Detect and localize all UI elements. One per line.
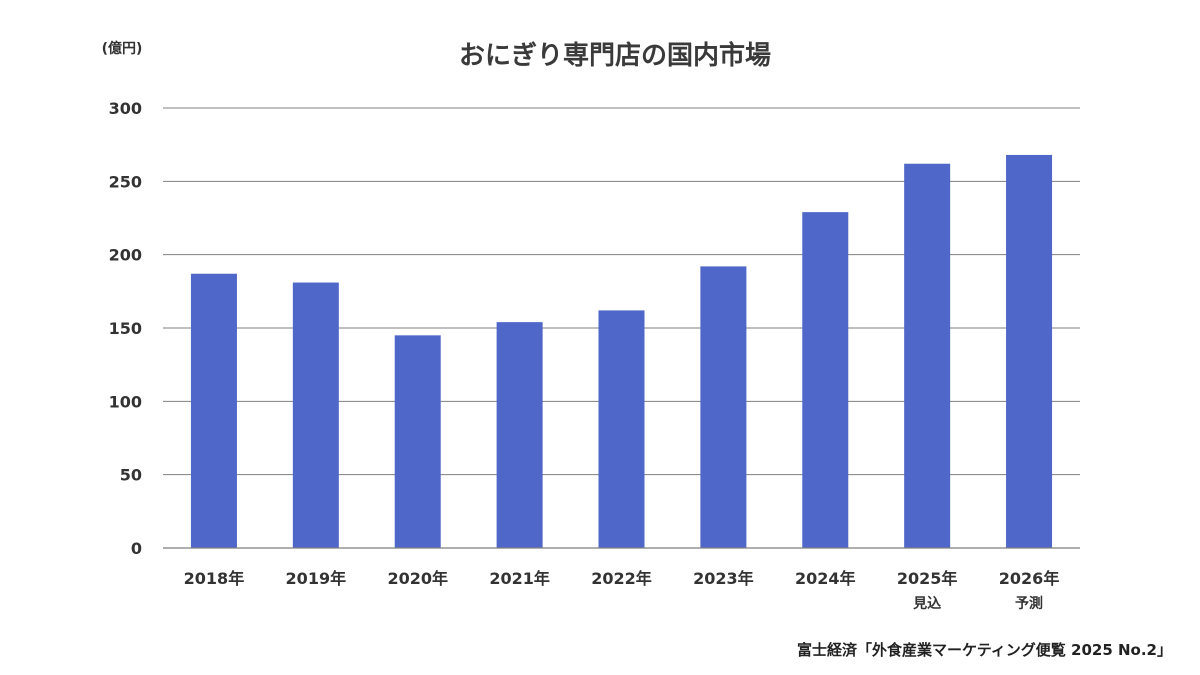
bar-2024年 [802,212,849,548]
x-tick-label: 2019年 [286,569,347,588]
x-tick-label: 2026年 [999,569,1060,588]
y-tick-labels: 0 50 100 150 200 250 300 [109,99,142,558]
y-tick-label: 100 [109,392,142,411]
y-tick-label: 200 [109,246,142,265]
bar-2023年 [700,266,747,548]
y-unit-label: (億円) [102,40,143,57]
x-tick-labels: 2018年 2019年 2020年 2021年 2022年 2023年 2024年 2025年… [184,569,1060,612]
x-tick-label: 2023年 [693,569,754,588]
bar-2026年 [1006,154,1053,548]
bar-2022年 [598,310,645,548]
x-tick-label: 2018年 [184,569,245,588]
x-tick-label: 2022年 [591,569,652,588]
source-note: 富士経済「外食産業マーケティング便覧 2025 No.2」 [797,641,1172,659]
y-tick-label: 150 [109,319,142,338]
bar-2020年 [394,335,441,548]
y-tick-label: 50 [120,466,142,485]
y-tick-label: 250 [109,172,142,191]
chart-title: おにぎり専門店の国内市場 [459,40,771,71]
x-tick-label: 2021年 [489,569,550,588]
x-tick-label: 2020年 [387,569,448,588]
y-tick-label: 0 [131,539,142,558]
bar-2018年 [190,273,237,548]
y-tick-label: 300 [109,99,142,118]
x-tick-label: 2024年 [795,569,856,588]
x-tick-sublabel: 予測 [1015,595,1043,612]
bar-2025年 [904,163,951,548]
bars [190,154,1053,548]
bar-2021年 [496,322,543,548]
bar-2019年 [292,282,339,548]
x-tick-sublabel: 見込 [912,595,941,612]
x-tick-label: 2025年 [897,569,958,588]
